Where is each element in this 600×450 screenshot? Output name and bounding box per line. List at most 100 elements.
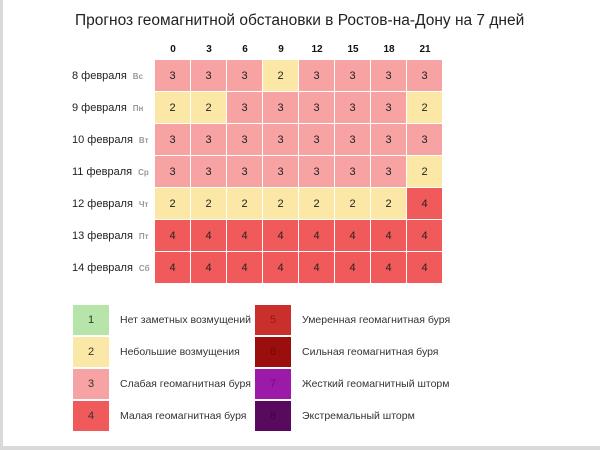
heatmap-cell: 3 — [155, 60, 190, 91]
row-weekday: Ср — [138, 167, 149, 177]
hour-label: 15 — [347, 44, 359, 55]
heatmap-cell: 4 — [227, 252, 262, 283]
heatmap-cell: 2 — [155, 188, 190, 219]
row-weekday: Пн — [132, 103, 144, 113]
hour-label: 6 — [242, 44, 248, 55]
legend-label: Малая геомагнитная буря — [120, 410, 247, 422]
legend-label: Умеренная геомагнитная буря — [302, 314, 451, 326]
heatmap-cell: 4 — [407, 188, 442, 219]
legend-label: Жесткий геомагнитный шторм — [302, 378, 450, 390]
chart-title: Прогноз геомагнитной обстановки в Ростов… — [75, 12, 525, 29]
row-label: 14 февраля Сб — [72, 252, 156, 284]
heatmap-cell: 2 — [191, 188, 226, 219]
hour-label: 9 — [278, 44, 284, 55]
heatmap-cell: 2 — [407, 156, 442, 187]
heatmap-cell: 2 — [299, 188, 334, 219]
heatmap-cell: 3 — [191, 156, 226, 187]
heatmap-cell: 4 — [191, 220, 226, 251]
row-date: 14 февраля — [72, 262, 133, 274]
frame-bottom-border — [0, 446, 600, 450]
heatmap-cell: 4 — [299, 220, 334, 251]
heatmap-cell: 4 — [263, 220, 298, 251]
heatmap-cell: 3 — [227, 60, 262, 91]
heatmap-cell: 2 — [407, 92, 442, 123]
heatmap-cell: 3 — [263, 156, 298, 187]
heatmap-cell: 4 — [335, 220, 370, 251]
heatmap-cell: 3 — [155, 124, 190, 155]
row-label: 9 февраля Пн — [72, 92, 156, 124]
row-weekday: Вс — [132, 71, 144, 81]
heatmap-cell: 3 — [227, 124, 262, 155]
row-weekday: Чт — [138, 199, 149, 209]
legend-swatch: 8 — [255, 401, 291, 431]
heatmap-cell: 3 — [227, 156, 262, 187]
row-label: 11 февраля Ср — [72, 156, 156, 188]
heatmap-cell: 3 — [263, 124, 298, 155]
heatmap-cell: 4 — [155, 220, 190, 251]
row-date: 13 февраля — [72, 230, 133, 242]
row-weekday: Вт — [138, 135, 149, 145]
heatmap-cell: 3 — [299, 156, 334, 187]
row-label: 12 февраля Чт — [72, 188, 156, 220]
heatmap-cell: 3 — [299, 60, 334, 91]
hour-label: 21 — [419, 44, 431, 55]
heatmap-cell: 3 — [371, 92, 406, 123]
heatmap-cell: 3 — [263, 92, 298, 123]
row-weekday: Пт — [138, 231, 149, 241]
heatmap-cell: 3 — [371, 156, 406, 187]
row-weekday: Сб — [138, 263, 150, 273]
heatmap-cell: 4 — [191, 252, 226, 283]
row-date: 8 февраля — [72, 70, 127, 82]
heatmap-cell: 3 — [407, 60, 442, 91]
legend-swatch: 5 — [255, 305, 291, 335]
row-label: 10 февраля Вт — [72, 124, 156, 156]
heatmap-cell: 3 — [407, 124, 442, 155]
row-label: 8 февраля Вс — [72, 60, 156, 92]
heatmap-cell: 4 — [371, 252, 406, 283]
heatmap-cell: 3 — [335, 156, 370, 187]
legend-label: Слабая геомагнитная буря — [120, 378, 251, 390]
row-label: 13 февраля Пт — [72, 220, 156, 252]
heatmap-cell: 3 — [227, 92, 262, 123]
legend-label: Небольшие возмущения — [120, 346, 240, 358]
legend-label: Нет заметных возмущений — [120, 314, 251, 326]
heatmap-cell: 4 — [407, 252, 442, 283]
heatmap-cell: 3 — [371, 60, 406, 91]
hour-label: 0 — [170, 44, 176, 55]
heatmap-cell: 3 — [335, 92, 370, 123]
heatmap-cell: 3 — [335, 60, 370, 91]
legend-swatch: 7 — [255, 369, 291, 399]
hour-label: 3 — [206, 44, 212, 55]
hour-label: 18 — [383, 44, 395, 55]
heatmap-cell: 4 — [227, 220, 262, 251]
heatmap-cell: 4 — [335, 252, 370, 283]
heatmap-cell: 2 — [155, 92, 190, 123]
heatmap-cell: 3 — [335, 124, 370, 155]
legend-label: Сильная геомагнитная буря — [302, 346, 439, 358]
legend-swatch: 3 — [73, 369, 109, 399]
heatmap-cell: 3 — [299, 92, 334, 123]
heatmap-cell: 4 — [155, 252, 190, 283]
heatmap-cell: 2 — [263, 60, 298, 91]
legend-label: Экстремальный шторм — [302, 410, 415, 422]
legend-swatch: 1 — [73, 305, 109, 335]
heatmap-cell: 2 — [335, 188, 370, 219]
heatmap-cell: 2 — [191, 92, 226, 123]
heatmap-cell: 4 — [407, 220, 442, 251]
heatmap-cell: 4 — [299, 252, 334, 283]
row-date: 11 февраля — [72, 166, 133, 178]
heatmap-cell: 4 — [371, 220, 406, 251]
hour-label: 12 — [311, 44, 323, 55]
row-date: 9 февраля — [72, 102, 127, 114]
row-date: 12 февраля — [72, 198, 133, 210]
heatmap-cell: 2 — [227, 188, 262, 219]
legend-swatch: 2 — [73, 337, 109, 367]
heatmap-cell: 2 — [263, 188, 298, 219]
heatmap-cell: 2 — [371, 188, 406, 219]
legend-swatch: 6 — [255, 337, 291, 367]
row-date: 10 февраля — [72, 134, 133, 146]
heatmap-cell: 4 — [263, 252, 298, 283]
legend-swatch: 4 — [73, 401, 109, 431]
heatmap-cell: 3 — [299, 124, 334, 155]
heatmap-cell: 3 — [371, 124, 406, 155]
